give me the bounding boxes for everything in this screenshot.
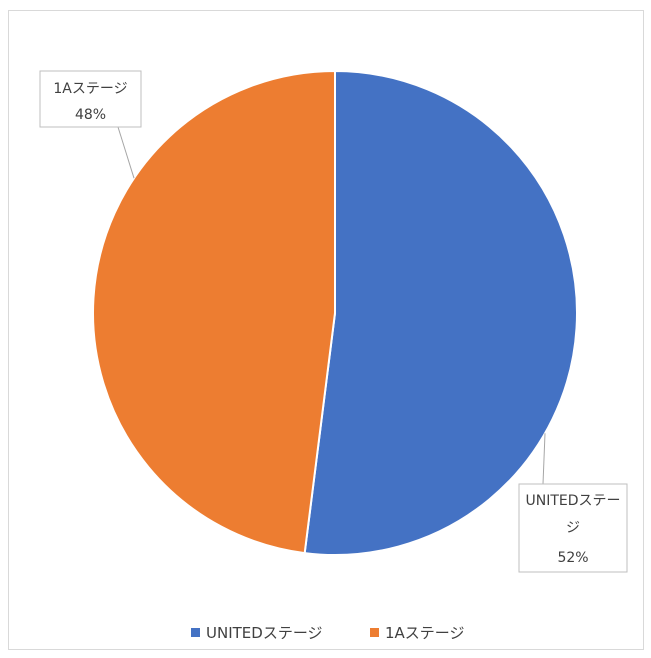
data-label-united-name-cont: ジ <box>566 520 580 536</box>
legend-label-1a: 1Aステージ <box>385 624 465 642</box>
data-label-1a-percent: 48% <box>75 107 106 123</box>
leader-line-1a <box>117 126 135 179</box>
data-label-united-name: UNITEDステー <box>525 493 620 509</box>
pie-slice-1a <box>92 69 336 555</box>
data-label-1a-box <box>39 70 142 128</box>
data-label-1a-name: 1Aステージ <box>53 81 127 97</box>
legend-swatch-united <box>191 628 200 637</box>
legend: UNITEDステージ 1Aステージ <box>191 624 465 642</box>
legend-label-united: UNITEDステージ <box>206 624 323 642</box>
data-label-united: UNITEDステー ジ 52% <box>518 483 628 573</box>
data-label-united-percent: 52% <box>557 550 588 566</box>
leader-line-united <box>542 433 546 485</box>
legend-swatch-1a <box>370 628 379 637</box>
pie-slices <box>92 69 578 556</box>
data-label-1a: 1Aステージ 48% <box>39 70 142 128</box>
leader-lines <box>117 126 546 485</box>
data-label-united-box <box>518 483 628 573</box>
pie-slice-united <box>303 69 578 556</box>
